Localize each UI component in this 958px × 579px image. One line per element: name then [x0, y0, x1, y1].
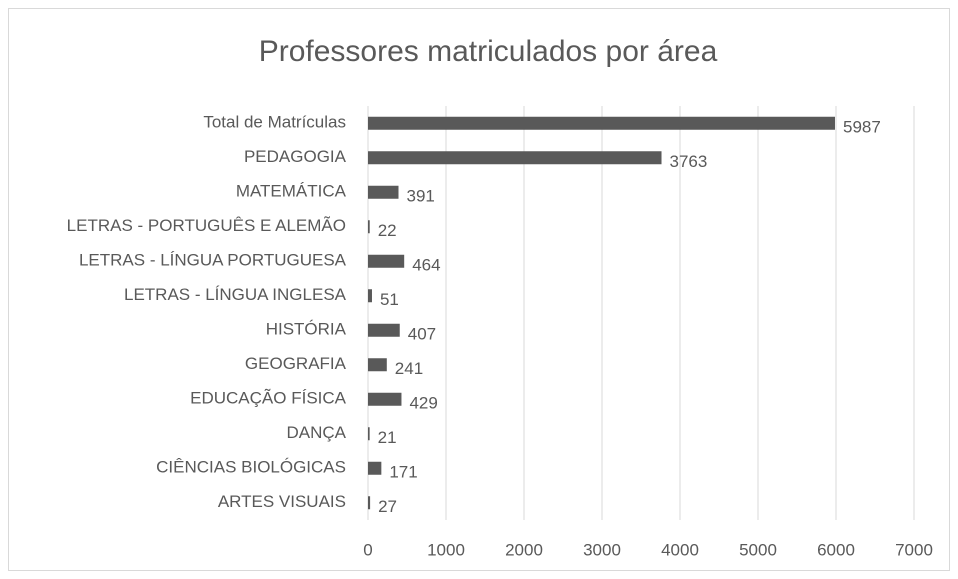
bar [368, 392, 402, 406]
y-tick-label: ARTES VISUAIS [218, 492, 346, 511]
data-label: 171 [389, 463, 417, 482]
x-tick-label: 4000 [661, 540, 699, 559]
x-tick-label: 3000 [583, 540, 621, 559]
x-tick-label: 6000 [817, 540, 855, 559]
bar [368, 427, 370, 441]
x-tick-label: 7000 [895, 540, 933, 559]
bar [368, 461, 382, 475]
y-tick-label: DANÇA [286, 423, 346, 442]
x-tick-label: 2000 [505, 540, 543, 559]
data-label: 22 [378, 221, 397, 240]
data-label: 21 [378, 428, 397, 447]
data-label: 391 [406, 187, 434, 206]
data-label: 464 [412, 256, 440, 275]
bar [368, 185, 399, 199]
y-tick-label: GEOGRAFIA [245, 354, 347, 373]
y-tick-label: LETRAS - LÍNGUA INGLESA [124, 285, 347, 304]
y-tick-label: EDUCAÇÃO FÍSICA [190, 389, 347, 408]
bar [368, 220, 370, 234]
chart-title: Professores matriculados por área [259, 35, 718, 68]
bar [368, 358, 387, 372]
data-label: 51 [380, 290, 399, 309]
bar [368, 496, 371, 510]
data-label: 241 [395, 359, 423, 378]
data-label: 407 [408, 325, 436, 344]
y-tick-label: PEDAGOGIA [244, 147, 347, 166]
data-label: 27 [378, 497, 397, 516]
bar [368, 254, 405, 268]
x-tick-label: 1000 [427, 540, 465, 559]
x-tick-label: 5000 [739, 540, 777, 559]
y-tick-label: MATEMÁTICA [236, 182, 347, 201]
x-tick-label: 0 [363, 540, 372, 559]
data-label: 429 [409, 394, 437, 413]
chart-border [8, 8, 950, 571]
y-tick-label: HISTÓRIA [266, 320, 347, 339]
bar [368, 323, 400, 337]
bar [368, 116, 835, 130]
bar [368, 151, 662, 165]
y-tick-label: CIÊNCIAS BIOLÓGICAS [156, 458, 346, 477]
y-tick-label: LETRAS - PORTUGUÊS E ALEMÃO [67, 216, 346, 235]
y-tick-label: Total de Matrículas [203, 113, 346, 132]
bar [368, 289, 372, 303]
y-tick-label: LETRAS - LÍNGUA PORTUGUESA [79, 251, 347, 270]
data-label: 3763 [670, 152, 708, 171]
data-label: 5987 [843, 118, 881, 137]
